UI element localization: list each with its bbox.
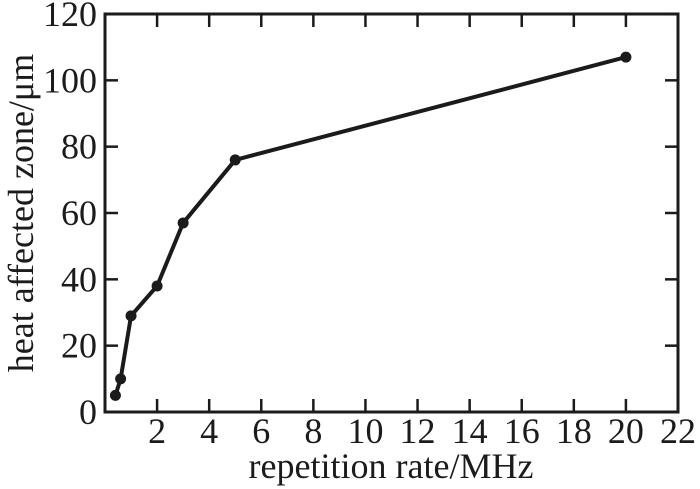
x-tick-label: 20 (608, 411, 644, 451)
x-tick-label: 4 (200, 411, 218, 451)
axis-tick-labels: 2 4 6 8 10 12 14 16 18 20 22 0 20 40 60 80 100 120 (43, 0, 696, 451)
data-point-marker (151, 280, 163, 292)
y-tick-label: 0 (79, 392, 97, 432)
data-point-marker (229, 154, 241, 166)
x-tick-label: 14 (452, 411, 488, 451)
data-point-marker (125, 310, 137, 322)
x-tick-label: 6 (252, 411, 270, 451)
y-tick-label: 40 (61, 259, 97, 299)
x-tick-label: 8 (304, 411, 322, 451)
x-tick-label: 2 (148, 411, 166, 451)
x-tick-label: 10 (347, 411, 383, 451)
data-point-marker (115, 373, 127, 385)
data-point-marker (177, 217, 189, 229)
y-tick-label: 60 (61, 193, 97, 233)
data-point-marker (620, 51, 632, 63)
y-tick-label: 100 (43, 60, 97, 100)
data-line (113, 55, 628, 398)
y-tick-label: 120 (43, 0, 97, 34)
data-point-marker (109, 389, 121, 401)
data-series (109, 51, 632, 401)
y-axis-title: heat affected zone/μm (1, 54, 41, 372)
x-tick-label: 12 (400, 411, 436, 451)
y-tick-label: 80 (61, 127, 97, 167)
y-tick-label: 20 (61, 326, 97, 366)
x-tick-label: 16 (504, 411, 540, 451)
x-tick-label: 18 (556, 411, 592, 451)
axis-ticks (105, 12, 680, 414)
x-axis-title: repetition rate/MHz (249, 446, 534, 486)
x-tick-label: 22 (660, 411, 696, 451)
